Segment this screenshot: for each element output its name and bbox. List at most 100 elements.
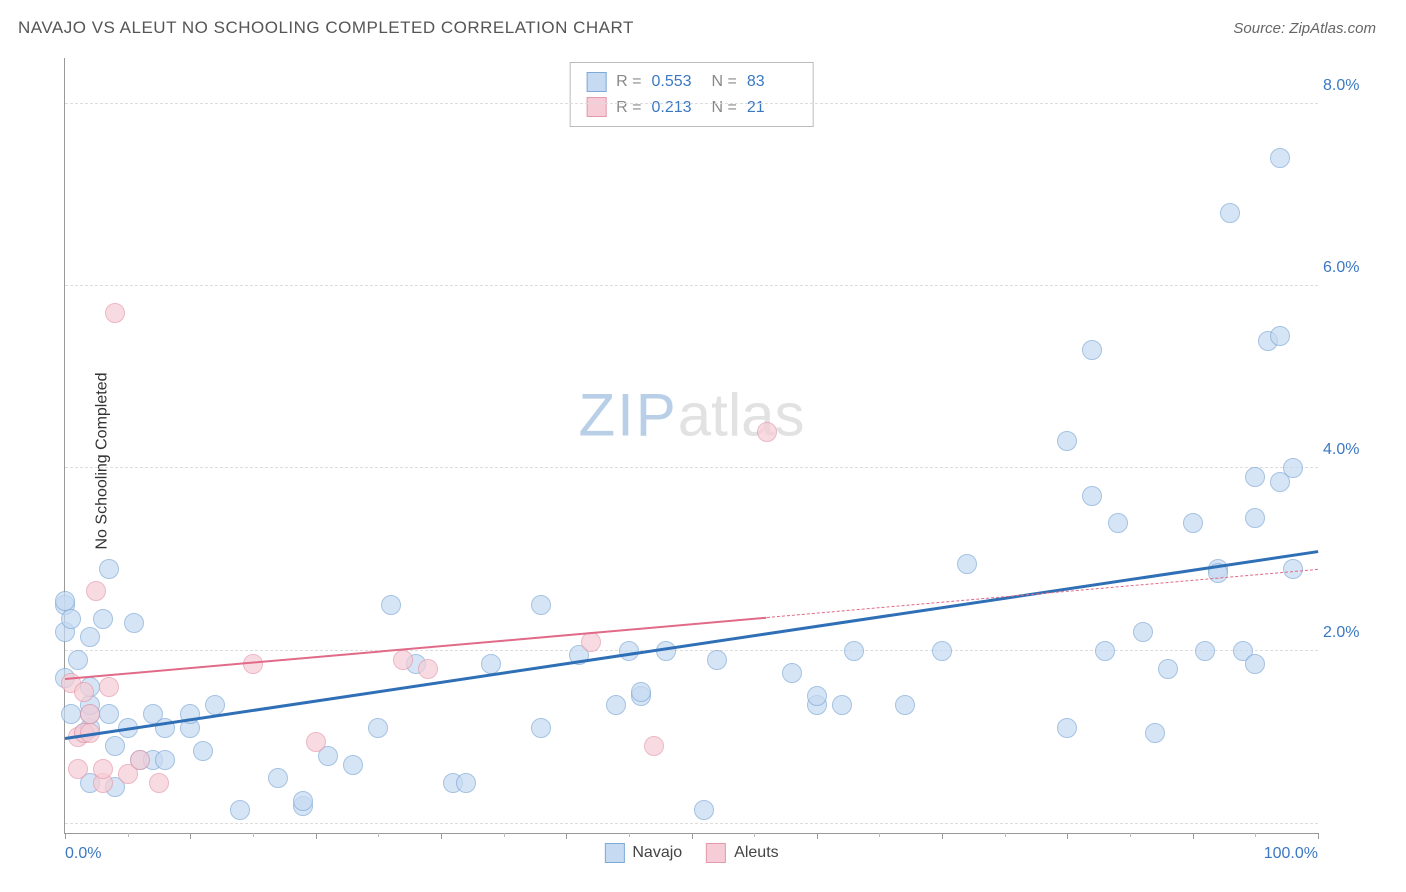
- series-legend: Navajo Aleuts: [604, 843, 778, 863]
- data-point: [1158, 659, 1178, 679]
- data-point: [1082, 340, 1102, 360]
- data-point: [306, 732, 326, 752]
- data-point: [1108, 513, 1128, 533]
- legend-row: R =0.553N =83: [586, 69, 797, 95]
- data-point: [1183, 513, 1203, 533]
- data-point: [456, 773, 476, 793]
- legend-item: Aleuts: [706, 843, 778, 863]
- chart-container: No Schooling Completed ZIPatlas R =0.553…: [18, 48, 1388, 874]
- data-point: [368, 718, 388, 738]
- data-point: [1245, 654, 1265, 674]
- legend-swatch: [706, 843, 726, 863]
- data-point: [957, 554, 977, 574]
- x-tick: [692, 833, 693, 839]
- x-tick: [566, 833, 567, 839]
- legend-r-value: 0.553: [652, 69, 702, 95]
- x-tick-minor: [253, 833, 254, 837]
- x-tick-minor: [1005, 833, 1006, 837]
- plot-area: ZIPatlas R =0.553N =83R =0.213N =21 Nava…: [64, 58, 1318, 834]
- data-point: [531, 718, 551, 738]
- data-point: [80, 704, 100, 724]
- gridline: [65, 103, 1318, 104]
- data-point: [782, 663, 802, 683]
- data-point: [93, 759, 113, 779]
- data-point: [895, 695, 915, 715]
- data-point: [619, 641, 639, 661]
- data-point: [230, 800, 250, 820]
- x-tick: [190, 833, 191, 839]
- data-point: [99, 559, 119, 579]
- data-point: [343, 755, 363, 775]
- trend-line: [767, 569, 1318, 618]
- data-point: [149, 773, 169, 793]
- x-tick-minor: [378, 833, 379, 837]
- source-label: Source: ZipAtlas.com: [1233, 20, 1376, 37]
- legend-r-label: R =: [616, 69, 641, 95]
- data-point: [99, 704, 119, 724]
- x-tick: [65, 833, 66, 839]
- data-point: [68, 650, 88, 670]
- x-tick-minor: [1130, 833, 1131, 837]
- x-tick-label: 100.0%: [1264, 845, 1318, 863]
- data-point: [105, 736, 125, 756]
- data-point: [124, 613, 144, 633]
- data-point: [93, 609, 113, 629]
- gridline: [65, 650, 1318, 651]
- data-point: [1220, 203, 1240, 223]
- data-point: [844, 641, 864, 661]
- data-point: [1245, 508, 1265, 528]
- x-tick-minor: [754, 833, 755, 837]
- data-point: [381, 595, 401, 615]
- y-tick-label: 4.0%: [1323, 441, 1378, 459]
- x-tick-label: 0.0%: [65, 845, 101, 863]
- correlation-legend: R =0.553N =83R =0.213N =21: [569, 62, 814, 127]
- data-point: [606, 695, 626, 715]
- x-tick: [817, 833, 818, 839]
- data-point: [80, 627, 100, 647]
- data-point: [99, 677, 119, 697]
- header: NAVAJO VS ALEUT NO SCHOOLING COMPLETED C…: [0, 0, 1406, 46]
- data-point: [531, 595, 551, 615]
- x-tick-minor: [128, 833, 129, 837]
- gridline: [65, 285, 1318, 286]
- data-point: [293, 791, 313, 811]
- data-point: [68, 759, 88, 779]
- data-point: [1095, 641, 1115, 661]
- legend-r-label: R =: [616, 95, 641, 121]
- data-point: [807, 686, 827, 706]
- x-tick: [1067, 833, 1068, 839]
- data-point: [757, 422, 777, 442]
- data-point: [932, 641, 952, 661]
- data-point: [243, 654, 263, 674]
- data-point: [1057, 718, 1077, 738]
- legend-item: Navajo: [604, 843, 682, 863]
- data-point: [694, 800, 714, 820]
- data-point: [644, 736, 664, 756]
- data-point: [61, 704, 81, 724]
- legend-label: Aleuts: [734, 844, 778, 862]
- legend-n-value: 83: [747, 69, 797, 95]
- data-point: [393, 650, 413, 670]
- x-tick: [1193, 833, 1194, 839]
- legend-row: R =0.213N =21: [586, 95, 797, 121]
- legend-n-label: N =: [712, 95, 737, 121]
- data-point: [1270, 326, 1290, 346]
- x-tick: [316, 833, 317, 839]
- data-point: [631, 682, 651, 702]
- y-tick-label: 2.0%: [1323, 624, 1378, 642]
- legend-label: Navajo: [632, 844, 682, 862]
- legend-swatch: [586, 72, 606, 92]
- legend-swatch: [586, 97, 606, 117]
- data-point: [130, 750, 150, 770]
- data-point: [1245, 467, 1265, 487]
- data-point: [832, 695, 852, 715]
- chart-title: NAVAJO VS ALEUT NO SCHOOLING COMPLETED C…: [18, 18, 634, 38]
- data-point: [1082, 486, 1102, 506]
- data-point: [155, 750, 175, 770]
- legend-n-value: 21: [747, 95, 797, 121]
- data-point: [1270, 148, 1290, 168]
- x-tick: [1318, 833, 1319, 839]
- x-tick-minor: [1255, 833, 1256, 837]
- data-point: [205, 695, 225, 715]
- y-tick-label: 8.0%: [1323, 77, 1378, 95]
